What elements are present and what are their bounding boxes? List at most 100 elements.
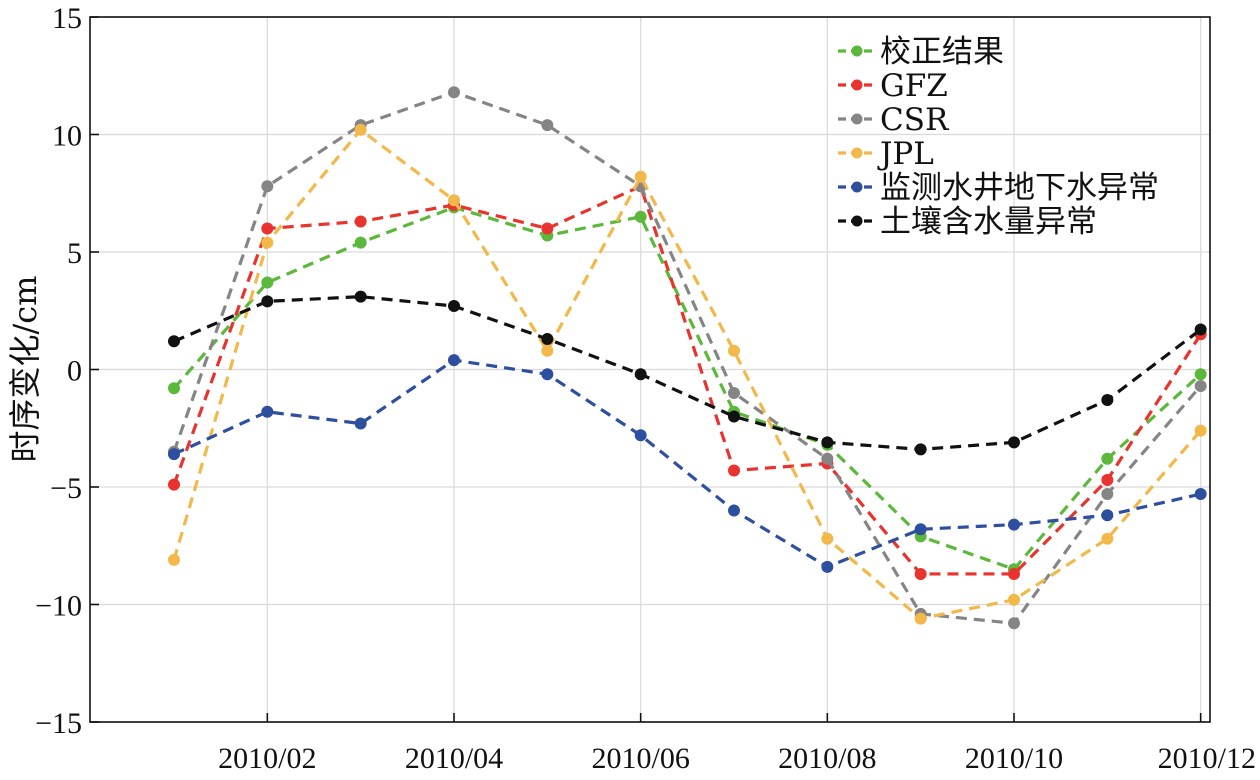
series-line xyxy=(172,184,1203,576)
x-tick-label: 2010/02 xyxy=(218,742,316,775)
series xyxy=(168,201,1207,576)
data-point xyxy=(1194,368,1207,381)
data-point xyxy=(914,443,927,456)
data-point xyxy=(354,417,367,430)
data-point xyxy=(1194,323,1207,336)
data-point xyxy=(728,410,740,423)
data-point xyxy=(728,464,740,477)
x-tick-label: 2010/06 xyxy=(591,742,689,775)
legend-label: 校正结果 xyxy=(880,34,1004,70)
data-point xyxy=(448,86,460,99)
data-point xyxy=(1194,488,1207,501)
data-point xyxy=(354,236,367,249)
data-point xyxy=(448,354,460,367)
data-point xyxy=(168,382,180,395)
data-point xyxy=(1101,509,1114,522)
data-point xyxy=(634,368,647,381)
data-point xyxy=(1194,379,1207,392)
data-point xyxy=(914,523,927,536)
data-point xyxy=(728,387,740,399)
data-point xyxy=(354,215,367,228)
series-line xyxy=(173,358,1202,569)
x-tick-label: 2010/04 xyxy=(405,742,503,775)
x-axis: 2010/02 2010/04 2010/06 2010/08 2010/10 2010/… xyxy=(218,713,1256,775)
data-point xyxy=(1101,488,1114,501)
series xyxy=(168,290,1207,456)
data-point xyxy=(634,429,647,442)
data-point xyxy=(1194,424,1207,437)
legend-label: 监测水井地下水异常 xyxy=(880,170,1159,206)
x-tick-label: 2010/10 xyxy=(965,742,1063,775)
series xyxy=(168,354,1207,573)
data-point xyxy=(1101,394,1114,407)
y-tick-label: −5 xyxy=(50,472,82,505)
series-line xyxy=(173,295,1202,452)
series-line xyxy=(172,127,1202,621)
y-tick-label: 10 xyxy=(52,120,82,153)
series xyxy=(168,86,1207,630)
data-point xyxy=(541,119,554,132)
y-tick-label: 0 xyxy=(67,355,82,388)
legend-marker xyxy=(851,147,863,159)
data-point xyxy=(728,344,740,357)
data-point xyxy=(354,123,367,136)
legend-marker xyxy=(851,45,863,57)
data-point xyxy=(261,276,274,289)
x-tick-label: 2010/08 xyxy=(778,742,876,775)
data-point xyxy=(1008,617,1020,630)
data-point xyxy=(1008,436,1020,449)
data-point xyxy=(261,222,274,235)
data-point xyxy=(168,335,180,348)
data-point xyxy=(541,344,554,357)
data-point xyxy=(634,210,647,223)
data-point xyxy=(914,567,927,580)
data-point xyxy=(821,436,834,449)
data-point xyxy=(354,290,367,303)
legend-label: 土壤含水量异常 xyxy=(880,204,1097,240)
data-point xyxy=(448,300,460,313)
series xyxy=(168,123,1207,625)
y-tick-label: −15 xyxy=(35,707,82,740)
data-point xyxy=(261,295,274,308)
data-point xyxy=(541,222,554,235)
data-point xyxy=(821,532,834,545)
data-point xyxy=(168,478,180,491)
data-point xyxy=(261,180,274,193)
series-line xyxy=(172,90,1202,625)
data-point xyxy=(1008,518,1020,531)
series-line xyxy=(172,205,1202,572)
legend-label: GFZ xyxy=(880,68,948,104)
legend-label: CSR xyxy=(880,102,950,138)
y-tick-label: −10 xyxy=(35,590,82,623)
data-point xyxy=(728,504,740,517)
data-point xyxy=(1008,593,1020,606)
data-point xyxy=(541,332,554,345)
data-point xyxy=(821,452,834,465)
y-axis-label: 时序变化/cm xyxy=(6,275,44,462)
data-point xyxy=(1101,452,1114,465)
y-axis: 15 10 5 0 −5 −10 −15 xyxy=(35,2,99,740)
data-point xyxy=(1008,567,1020,580)
data-point xyxy=(448,194,460,207)
legend-label: JPL xyxy=(877,136,934,172)
legend-marker xyxy=(851,215,863,227)
y-tick-label: 15 xyxy=(52,2,82,35)
y-tick-label: 5 xyxy=(67,237,82,270)
legend-marker xyxy=(851,79,863,91)
data-point xyxy=(1101,532,1114,545)
x-tick-label: 2010/12 xyxy=(1158,742,1256,775)
data-point xyxy=(634,170,647,183)
grid xyxy=(90,16,1210,723)
data-point xyxy=(821,560,834,573)
data-point xyxy=(261,405,274,418)
series-layer xyxy=(168,86,1207,630)
legend-marker xyxy=(851,113,863,125)
legend-marker xyxy=(851,181,863,193)
data-point xyxy=(1101,473,1114,486)
data-point xyxy=(541,368,554,381)
data-point xyxy=(168,553,180,566)
data-point xyxy=(261,236,274,249)
